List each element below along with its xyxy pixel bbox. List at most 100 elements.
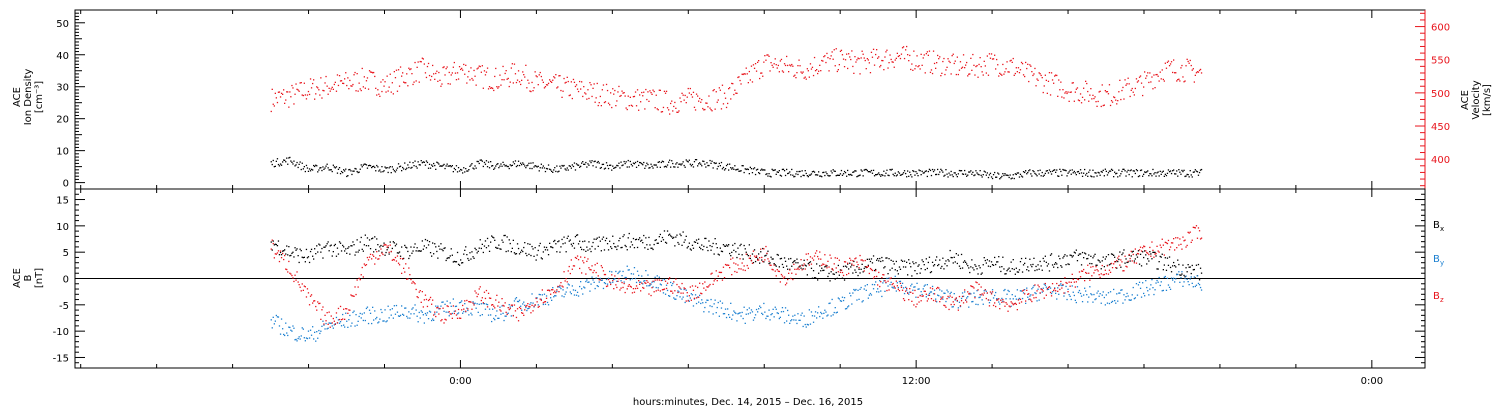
By-point [721,302,724,304]
By-point [289,326,291,329]
Bx-point [284,249,286,251]
Bz-point [709,283,711,286]
By-point [1036,300,1038,302]
Bz-point [302,289,304,291]
Bz-point [873,276,876,278]
velocity-point [432,64,434,67]
velocity-point [551,81,553,83]
density-point [452,171,454,173]
By-point [347,326,349,328]
density-point [540,163,542,165]
Bx-point [705,237,707,240]
velocity-point [759,77,761,80]
density-point [788,172,790,174]
velocity-point [464,73,466,75]
By-point [486,304,489,306]
By-point [445,311,447,313]
velocity-point [1001,74,1003,76]
velocity-point [743,73,745,75]
Bz-point [396,255,399,257]
By-point [659,283,661,285]
Bx-point [1130,255,1132,257]
Bx-point [1077,254,1080,256]
Bz-point [595,271,597,274]
Bz-point [908,299,910,301]
By-point [668,295,670,297]
By-point [571,285,573,287]
velocity-point [718,87,720,89]
Bz-point [471,308,473,310]
velocity-point [534,71,536,73]
Bx-point [782,266,785,268]
velocity-point [285,99,287,101]
Bx-point [803,259,805,261]
velocity-point [803,77,805,79]
velocity-point [902,46,905,48]
Bz-point [421,291,423,293]
Bx-point [1187,264,1189,266]
By-point [363,312,365,314]
Bz-point [979,294,981,296]
Bz-point [835,267,837,269]
velocity-point [575,84,578,86]
velocity-point [729,87,731,89]
velocity-point [496,86,498,88]
velocity-point [589,82,591,84]
velocity-point [565,81,567,83]
Bx-point [523,246,525,249]
density-point [635,166,638,168]
Bz-point [425,298,428,301]
By-point [1049,287,1052,289]
Bx-point [560,246,562,248]
Bz-point [1045,294,1047,296]
velocity-point [316,86,318,88]
Bx-point [680,234,682,237]
velocity-point [391,82,393,84]
Bz-point [455,314,458,316]
Bz-point [609,281,611,283]
density-point [754,173,757,176]
velocity-point [684,94,686,97]
velocity-point [990,53,993,55]
velocity-point [470,67,472,69]
By-point [936,301,938,303]
Bz-point [997,299,999,301]
By-point [1084,287,1086,289]
velocity-point [873,64,876,66]
density-point [532,162,534,164]
Bx-point [553,240,555,243]
By-point [1160,281,1162,283]
Bz-point [282,252,284,255]
Bx-point [661,236,664,239]
Bz-point [679,287,681,289]
Bx-point [648,236,650,239]
velocity-point [336,74,339,76]
By-point [842,299,845,302]
velocity-point [927,54,929,56]
velocity-point [741,73,743,75]
Bx-point [1193,268,1195,271]
Bz-point [1119,264,1121,266]
velocity-point [554,77,556,79]
density-point [1036,175,1038,177]
Bz-point [647,281,649,283]
velocity-point [1162,78,1164,81]
Bz-point [1116,259,1118,262]
density-point [340,170,343,173]
Bx-point [1029,258,1031,260]
velocity-point [476,68,478,70]
velocity-point [514,73,517,75]
Bz-point [1163,254,1165,256]
velocity-point [770,62,772,64]
velocity-point [1057,95,1059,97]
velocity-point [314,98,316,100]
Bz-point [919,295,921,297]
Bx-point [302,257,304,259]
velocity-point [686,96,688,98]
By-point [481,314,483,316]
density-point [573,162,576,164]
By-point [376,316,378,319]
density-point [717,165,719,168]
Bx-point [1016,271,1018,273]
Bz-point [599,279,601,281]
